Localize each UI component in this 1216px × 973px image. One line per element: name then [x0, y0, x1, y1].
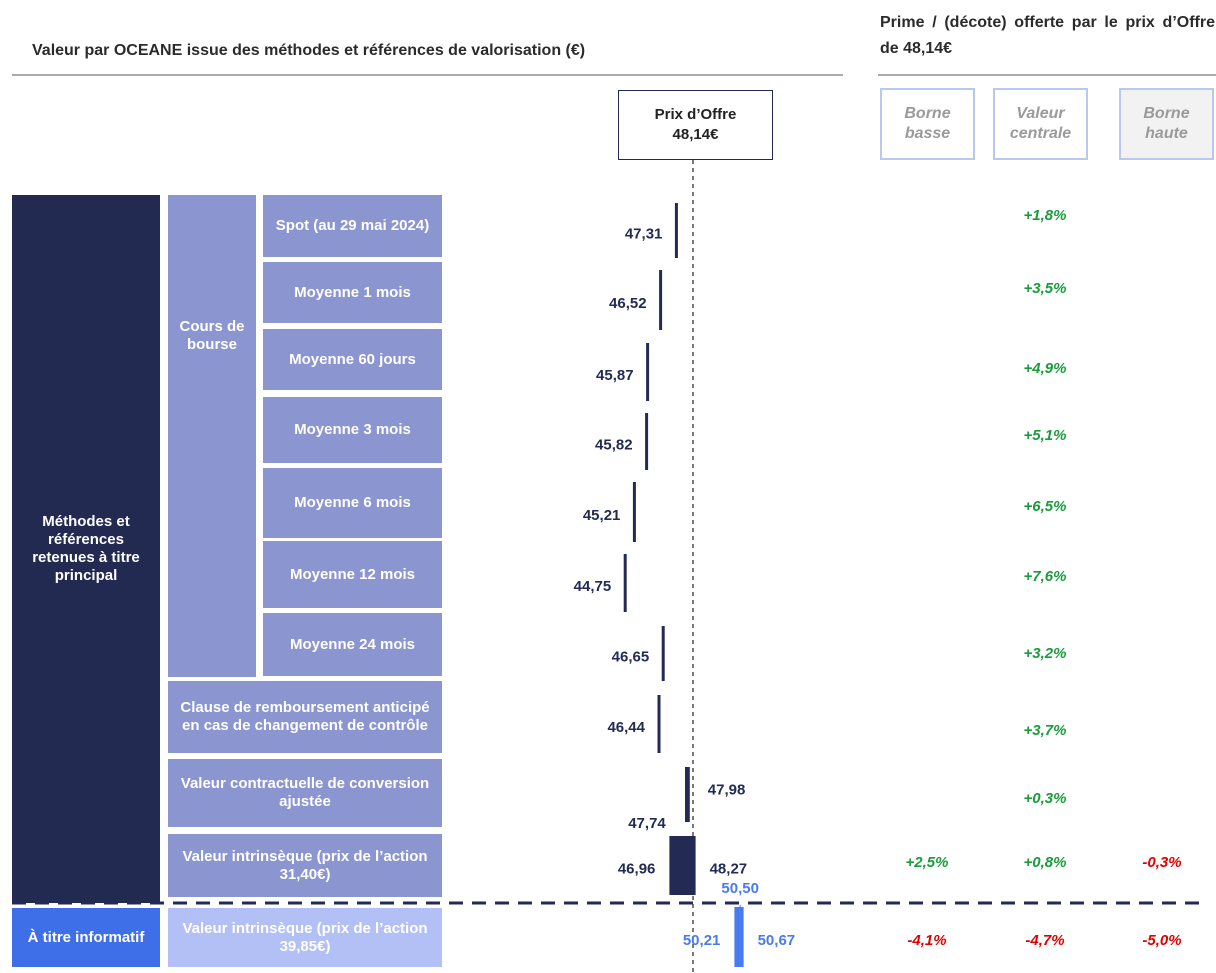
value-mark	[661, 626, 665, 681]
premium-column-header: Borne basse	[880, 88, 975, 160]
premium-column-header: Borne haute	[1119, 88, 1214, 160]
range-bar	[669, 836, 696, 895]
premium-label: +3,5%	[1024, 280, 1067, 297]
section-label: Méthodes et références retenues à titre …	[12, 195, 160, 903]
premium-label: +6,5%	[1024, 498, 1067, 515]
premium-title: Prime / (décote) offerte par le prix d’O…	[880, 14, 1215, 57]
row-label: Moyenne 6 mois	[263, 468, 442, 538]
value-label: 47,98	[708, 781, 746, 798]
row-label: Valeur contractuelle de conversion ajust…	[168, 759, 442, 827]
value-mark	[657, 695, 661, 753]
premium-column-header: Valeur centrale	[993, 88, 1088, 160]
value-label: 50,67	[758, 932, 796, 949]
value-mark	[646, 343, 650, 401]
value-mark	[632, 482, 636, 542]
row-label: Valeur intrinsèque (prix de l’action 31,…	[168, 834, 442, 897]
value-label: 45,21	[583, 507, 621, 524]
value-label: 45,87	[596, 367, 634, 384]
offer-box: Prix d’Offre 48,14€	[618, 90, 773, 160]
premium-label: +3,7%	[1024, 722, 1067, 739]
range-bar	[685, 767, 690, 822]
row-label: Moyenne 60 jours	[263, 329, 442, 390]
premium-label: -4,7%	[1025, 932, 1064, 949]
value-mark	[659, 270, 663, 330]
premium-label: +4,9%	[1024, 360, 1067, 377]
premium-label: -0,3%	[1142, 854, 1181, 871]
value-label: 50,21	[683, 932, 721, 949]
range-bar	[734, 907, 744, 967]
premium-label: +2,5%	[906, 854, 949, 871]
value-label: 46,65	[612, 648, 650, 665]
row-label: Clause de remboursement anticipé en cas …	[168, 681, 442, 753]
value-label: 46,96	[618, 860, 656, 877]
value-label: 44,75	[574, 578, 612, 595]
value-label: 45,82	[595, 436, 633, 453]
premium-label: +5,1%	[1024, 427, 1067, 444]
value-mark	[674, 203, 678, 258]
value-label: 46,44	[607, 719, 645, 736]
value-label: 48,27	[710, 860, 748, 877]
value-label: 47,31	[625, 225, 663, 242]
premium-label: +0,8%	[1024, 854, 1067, 871]
row-label: Moyenne 1 mois	[263, 262, 442, 323]
row-label: Moyenne 24 mois	[263, 613, 442, 676]
premium-label: +1,8%	[1024, 207, 1067, 224]
offer-value: 48,14€	[672, 126, 719, 143]
row-label: Moyenne 12 mois	[263, 541, 442, 608]
subgroup-label: Cours de bourse	[168, 195, 256, 677]
title: Valeur par OCEANE issue des méthodes et …	[32, 42, 586, 59]
value-label: 46,52	[609, 295, 647, 312]
premium-label: -4,1%	[907, 932, 946, 949]
section-label: À titre informatif	[12, 908, 160, 967]
value-mark	[623, 554, 627, 612]
offer-label: Prix d’Offre	[654, 106, 737, 123]
row-label: Valeur intrinsèque (prix de l’action 39,…	[168, 908, 442, 967]
premium-label: +0,3%	[1024, 790, 1067, 807]
value-label: 47,74	[628, 815, 666, 832]
row-label: Spot (au 29 mai 2024)	[263, 195, 442, 257]
premium-label: +7,6%	[1024, 568, 1067, 585]
value-mark	[645, 413, 649, 470]
row-label: Moyenne 3 mois	[263, 397, 442, 463]
central-label: 50,50	[721, 880, 759, 897]
premium-label: +3,2%	[1024, 645, 1067, 662]
premium-label: -5,0%	[1142, 932, 1181, 949]
